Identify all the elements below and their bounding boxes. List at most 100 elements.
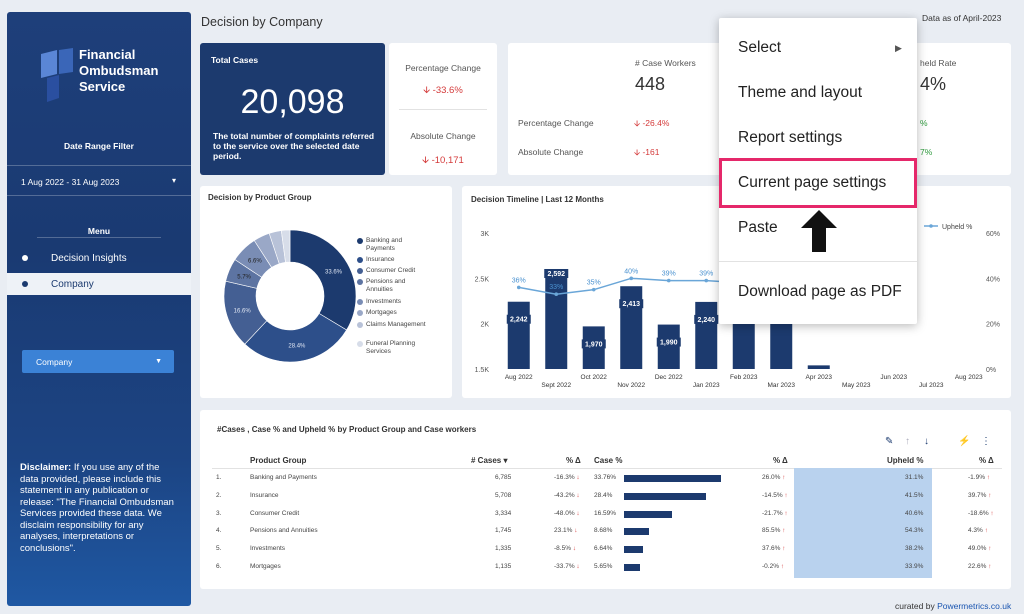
line-point[interactable]	[629, 276, 634, 281]
bar[interactable]	[807, 365, 830, 369]
donut-slice[interactable]	[289, 229, 357, 331]
legend-item[interactable]: Consumer Credit	[357, 267, 428, 275]
powermetrics-link[interactable]: Powermetrics.co.uk	[937, 601, 1012, 611]
line-point[interactable]	[554, 292, 559, 296]
th-delta-2[interactable]: % Δ	[773, 456, 788, 465]
cell-delta-1: -48.0% ↓	[554, 509, 580, 517]
legend-label: Funeral Planning Services	[366, 340, 416, 355]
th-delta-1[interactable]: % Δ	[566, 456, 581, 465]
y2-tick-label: 20%	[986, 322, 1000, 329]
sidebar-item-label: Company	[51, 278, 94, 290]
cell-delta-3: -18.6% ↑	[968, 509, 994, 517]
change-card: Percentage Change 🡫 -33.6% Absolute Chan…	[389, 43, 497, 175]
x-tick-label: Jul 2023	[919, 382, 944, 389]
legend-item[interactable]: Funeral Planning Services	[357, 340, 428, 355]
menu-item-select[interactable]: Select	[738, 39, 782, 56]
legend-label: Pensions and Annuities	[366, 278, 406, 293]
case-pct-bar	[624, 528, 649, 536]
donut-slice-label: 5.7%	[237, 274, 251, 280]
line-point[interactable]	[516, 285, 521, 290]
company-filter-dropdown[interactable]: Company ▼	[22, 350, 174, 373]
line-label: 35%	[587, 280, 601, 287]
cell-case-pct: 16.59%	[594, 509, 617, 517]
line-point[interactable]	[704, 278, 709, 283]
bar-label: 1,970	[585, 341, 603, 348]
x-tick-label: Nov 2022	[617, 382, 645, 389]
lightning-icon[interactable]: ⚡	[958, 436, 971, 447]
th-upheld-pct[interactable]: Upheld %	[887, 456, 924, 465]
bar[interactable]	[732, 310, 755, 369]
th-case-pct[interactable]: Case %	[594, 456, 623, 465]
cw-pct-change-value: 🡫 -26.4%	[634, 118, 670, 128]
product-group-card: Decision by Product Group 33.6% 28.4% 16.6…	[200, 186, 452, 398]
total-cases-value: 20,098	[240, 83, 345, 121]
donut-slice-label: 16.6%	[234, 309, 252, 315]
menu-item-report-settings[interactable]: Report settings	[738, 129, 843, 146]
bar[interactable]	[657, 324, 680, 369]
legend-item[interactable]: Claims Management	[357, 321, 428, 329]
arrow-down-icon[interactable]: ↓	[924, 436, 929, 447]
bar[interactable]	[770, 314, 793, 369]
donut-slice[interactable]	[280, 229, 291, 263]
line-point[interactable]	[666, 278, 671, 283]
menu-item-current-page-settings[interactable]: Current page settings	[738, 174, 887, 191]
bar[interactable]	[545, 269, 568, 369]
x-tick-label: Feb 2023	[730, 374, 758, 381]
legend-item[interactable]: Insurance	[357, 256, 428, 264]
legend-swatch	[357, 299, 363, 305]
bar[interactable]	[695, 301, 718, 369]
divider	[719, 261, 917, 262]
more-options-icon[interactable]: ⋮	[981, 436, 991, 447]
x-tick-label: Mar 2023	[768, 382, 796, 389]
cell-cases: 1,135	[495, 563, 512, 570]
cell-product-group: Investments	[250, 545, 286, 553]
donut-slice[interactable]	[244, 313, 348, 363]
arrow-up-pointer-icon	[801, 210, 837, 252]
menu-item-paste[interactable]: Paste	[738, 219, 778, 236]
legend-item[interactable]: Banking and Payments	[357, 237, 428, 252]
upheld-rate-value: 4%	[920, 74, 947, 94]
line-label: 39%	[662, 271, 676, 278]
donut-chart: 33.6% 28.4% 16.6% 5.7% 6.6%	[223, 229, 357, 363]
line-label: 33%	[549, 284, 563, 291]
line-point[interactable]	[591, 287, 596, 292]
legend-item[interactable]: Pensions and Annuities	[357, 278, 428, 293]
legend-label: Insurance	[366, 256, 395, 263]
cell-case-pct: 8.68%	[594, 527, 613, 535]
menu-item-theme-and-layout[interactable]: Theme and layout	[738, 84, 863, 101]
upheld-rate-label: held Rate	[920, 58, 957, 68]
edit-icon[interactable]: ✎	[885, 436, 894, 447]
sidebar-item-decision-insights[interactable]: Decision Insights	[7, 247, 191, 269]
arrow-up-icon[interactable]: ↑	[905, 436, 910, 447]
donut-slice-label: 28.4%	[288, 344, 306, 350]
bar[interactable]	[620, 286, 643, 369]
total-cases-label: Total Cases	[211, 55, 259, 65]
x-tick-label: Apr 2023	[806, 374, 833, 381]
sidebar-item-company[interactable]: Company	[7, 273, 191, 295]
bar[interactable]	[507, 301, 530, 369]
cell-case-pct: 5.65%	[594, 563, 613, 570]
legend-item[interactable]: Investments	[357, 298, 428, 306]
cell-delta-2: 26.0% ↑	[762, 474, 786, 481]
th-product-group[interactable]: Product Group	[250, 456, 307, 465]
line-label: 36%	[512, 277, 526, 284]
table-title: #Cases , Case % and Upheld % by Product …	[217, 425, 477, 434]
table-card: #Cases , Case % and Upheld % by Product …	[200, 410, 1011, 589]
date-range-dropdown[interactable]: 1 Aug 2022 - 31 Aug 2023	[21, 177, 120, 187]
th-cases[interactable]: # Cases ▾	[471, 456, 508, 465]
legend-label: Consumer Credit	[366, 267, 416, 274]
divider	[212, 468, 1002, 469]
th-delta-3[interactable]: % Δ	[979, 456, 994, 465]
legend-dot	[929, 224, 933, 228]
upheld-abs-change: 7%	[920, 147, 933, 157]
page-title: Decision by Company	[201, 15, 323, 29]
menu-item-download-pdf[interactable]: Download page as PDF	[738, 283, 902, 300]
chevron-right-icon: ▶	[895, 43, 902, 53]
divider	[37, 237, 161, 238]
bar-label: 2,413	[622, 301, 640, 308]
x-tick-label: May 2023	[842, 382, 871, 389]
chevron-down-icon[interactable]: ▾	[172, 176, 177, 185]
x-tick-label: Dec 2022	[655, 374, 683, 381]
cell-upheld-pct: 40.6%	[905, 509, 924, 517]
legend-item[interactable]: Mortgages	[357, 309, 428, 317]
